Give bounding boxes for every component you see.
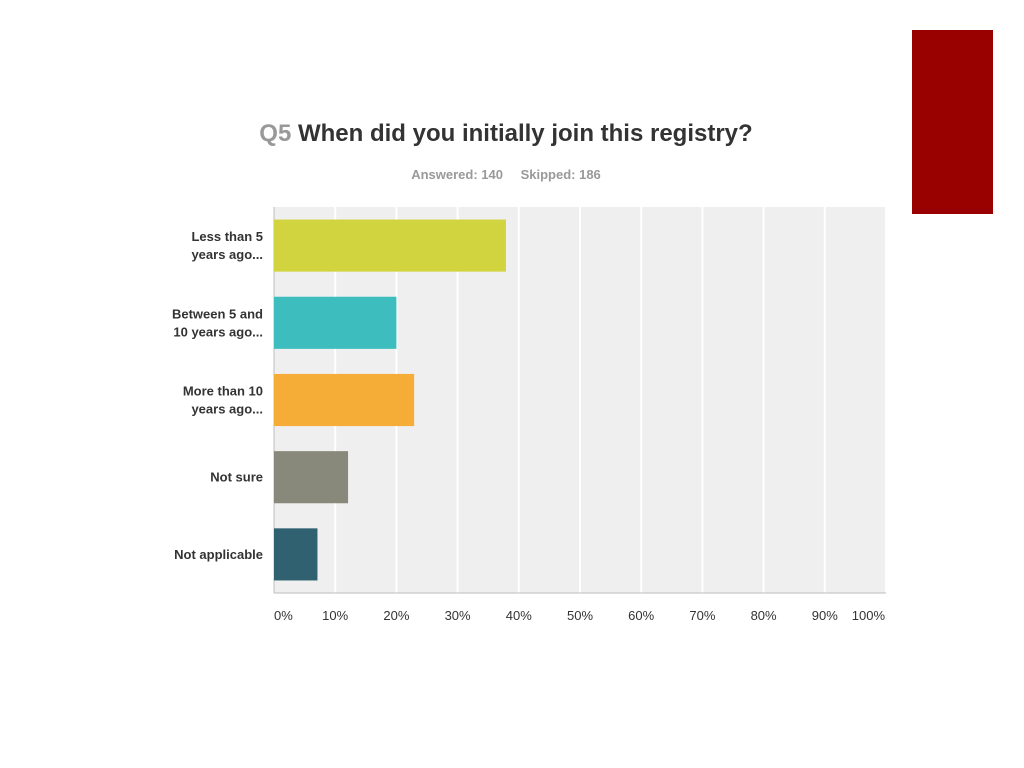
category-label-line: 10 years ago... [173,324,263,339]
category-label-line: Not applicable [174,547,263,562]
category-label-line: Between 5 and [172,306,263,321]
category-label-line: Less than 5 [191,229,263,244]
x-tick-label: 10% [322,608,348,623]
question-text: When did you initially join this registr… [297,120,753,147]
answered-count: Answered: 140 [411,167,503,182]
bar [274,451,349,504]
question-number: Q5 [259,120,292,147]
response-stats: Answered: 140 Skipped: 186 [0,167,1012,182]
category-label-line: More than 10 [183,384,263,399]
bar [274,373,415,427]
category-label-line: Not sure [210,470,263,485]
x-tick-label: 30% [445,608,471,623]
category-label: Not sure [210,470,263,485]
x-tick-label: 50% [567,608,593,623]
x-tick-label: 90% [812,608,838,623]
category-label: Between 5 and 10 years ago... [172,306,263,339]
chart-title: Q5 When did you initially join this regi… [0,120,1012,148]
x-tick-label: 70% [689,608,715,623]
x-tick-label: 80% [751,608,777,623]
x-tick-label: 0% [274,608,293,623]
skipped-count: Skipped: 186 [520,167,601,182]
x-tick-label: 60% [628,608,654,623]
category-label: More than 10 years ago... [183,384,263,417]
category-label: Not applicable [174,547,263,562]
x-tick-label: 20% [383,608,409,623]
bar [274,296,397,349]
accent-bar [912,30,993,214]
category-label: Less than 5 years ago... [191,229,263,262]
bar [274,528,318,581]
x-tick-label: 100% [852,608,886,623]
x-tick-label: 40% [506,608,532,623]
category-label-line: years ago... [191,402,263,417]
bar [274,219,506,272]
category-label-line: years ago... [191,247,263,262]
